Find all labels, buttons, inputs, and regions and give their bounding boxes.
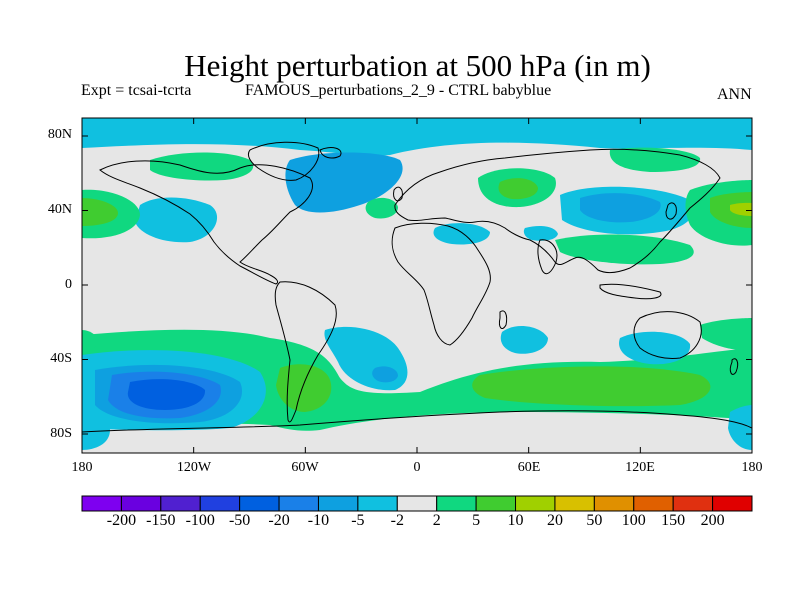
coast-japan (665, 202, 677, 220)
contour-green-tropic-w (82, 330, 99, 350)
colorbar-swatch (81, 495, 122, 512)
coast-arctic-islands (319, 147, 342, 159)
colorbar-level-label: -5 (351, 512, 365, 529)
contour-green-siberia (609, 147, 701, 172)
colorbar-level-label: -2 (390, 512, 404, 529)
lat-tick-label: 80S (50, 426, 72, 441)
colorbar-swatch (396, 495, 438, 512)
colorbar-level-label: 200 (700, 512, 725, 529)
coast-new-zealand (729, 358, 739, 375)
contour-cyan-india (433, 223, 490, 245)
coast-indonesia (599, 283, 662, 300)
contour-green-pacific (555, 234, 694, 265)
contour-blue-natl (285, 152, 403, 213)
contour-blue-satl (372, 366, 398, 383)
colorbar-swatch (475, 495, 517, 512)
colorbar-level-label: -150 (146, 512, 176, 529)
colorbar-swatch (554, 495, 595, 512)
lon-tick-label: 0 (413, 460, 421, 475)
lat-tick-label: 80N (47, 127, 72, 142)
contour-cyan-arctic (82, 118, 752, 156)
coast-uk (393, 186, 403, 202)
colorbar-level-label: 5 (472, 512, 481, 529)
colorbar-swatch (712, 495, 753, 512)
contour-yellow-eastpac (730, 202, 752, 216)
colorbar-level-label: 2 (432, 512, 441, 529)
colorbar-level-label: 10 (507, 512, 524, 529)
contour-blue3-spac (127, 379, 206, 410)
lat-tick-label: 0 (65, 277, 72, 292)
coast-south-america (274, 281, 337, 423)
colorbar-swatch (278, 495, 319, 512)
contour-cyan-antarctic-e (728, 405, 752, 450)
contour-green-aus-e (700, 318, 752, 351)
colorbar-level-label: -50 (228, 512, 251, 529)
contour-blue-asia (580, 193, 661, 223)
map-ticks (81, 118, 753, 453)
coast-antarctica (82, 410, 752, 433)
lon-tick-label: 60W (291, 460, 319, 475)
lat-tick-label: 40N (47, 202, 72, 217)
contour-lime-so (472, 366, 711, 407)
colorbar-swatch (515, 495, 556, 512)
lon-tick-label: 120W (176, 460, 212, 475)
contour-cyan-aus (619, 331, 691, 365)
colorbar-level-label: -100 (185, 512, 215, 529)
coast-australia (633, 311, 702, 359)
colorbar-level-label: 100 (621, 512, 646, 529)
contour-lime-europe (498, 178, 538, 200)
lat-tick-label: 40S (50, 351, 72, 366)
colorbar-level-label: 50 (586, 512, 603, 529)
contour-fill (82, 118, 752, 450)
colorbar-swatch (120, 495, 162, 512)
colorbar-level-label: -20 (268, 512, 290, 529)
page-title: Height perturbation at 500 hPa (in m) (184, 48, 651, 83)
contour-lime-westpac (82, 198, 118, 226)
contour-lime-argentina (276, 364, 332, 412)
perturbation-label: FAMOUS_perturbations_2_9 - CTRL babyblue (245, 82, 552, 99)
colorbar-swatch (633, 495, 674, 512)
coast-europe-asia (394, 148, 721, 274)
colorbar-swatch (199, 495, 241, 512)
contour-cyan-sea (523, 226, 558, 241)
colorbar-swatch (357, 495, 398, 512)
coast-greenland (247, 141, 320, 181)
colorbar-level-label: 20 (546, 512, 563, 529)
colorbar-level-label: -10 (307, 512, 330, 529)
season-label: ANN (717, 86, 752, 103)
coastlines (82, 141, 752, 433)
lon-tick-label: 180 (741, 460, 763, 475)
contour-cyan-npac (135, 197, 218, 243)
coast-africa (391, 222, 491, 346)
lon-tick-label: 60E (517, 460, 541, 475)
contour-green-atl (365, 197, 398, 219)
colorbar-swatch (593, 495, 635, 512)
colorbar-swatch (436, 495, 477, 512)
coast-madagascar (499, 310, 508, 329)
colorbar-level-label: -200 (106, 512, 137, 529)
lon-tick-label: 180 (71, 460, 93, 475)
colorbar-swatch (317, 495, 359, 512)
contour-green-greenland (150, 152, 254, 181)
contour-cyan-antarctic-w (82, 409, 110, 450)
colorbar-swatch (672, 495, 714, 512)
experiment-label: Expt = tcsai-tcrta (81, 82, 192, 99)
coast-india (537, 239, 558, 275)
colorbar-swatch (239, 495, 280, 512)
lon-tick-label: 120E (625, 460, 655, 475)
colorbar-swatch (160, 495, 201, 512)
colorbar-level-label: 150 (661, 512, 686, 529)
contour-cyan-sind (500, 326, 548, 354)
coast-north-america (99, 160, 313, 285)
